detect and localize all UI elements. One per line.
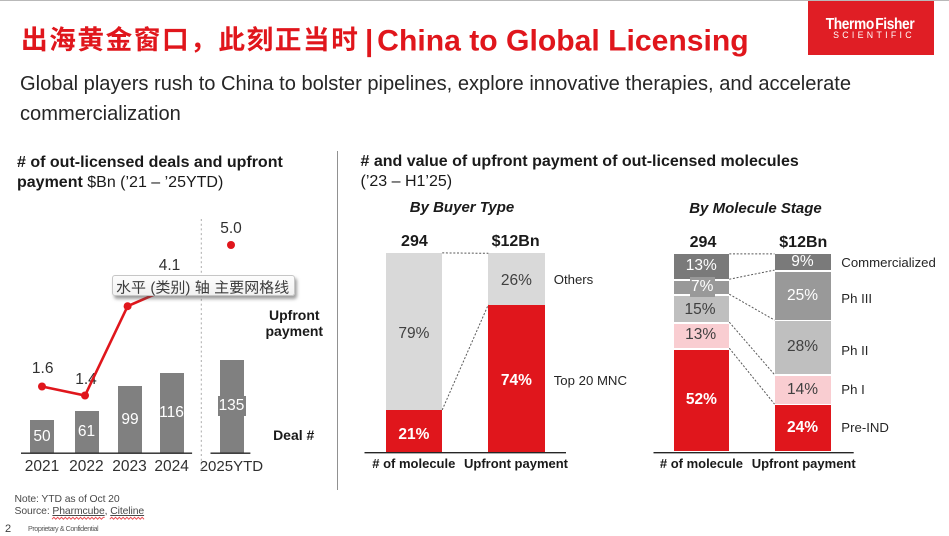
svg-text:): ) (185, 280, 190, 297)
svg-text:(: ( (150, 280, 155, 297)
svg-text:China to Global Licensing: China to Global Licensing (377, 25, 749, 58)
svg-text:|: | (365, 25, 373, 58)
